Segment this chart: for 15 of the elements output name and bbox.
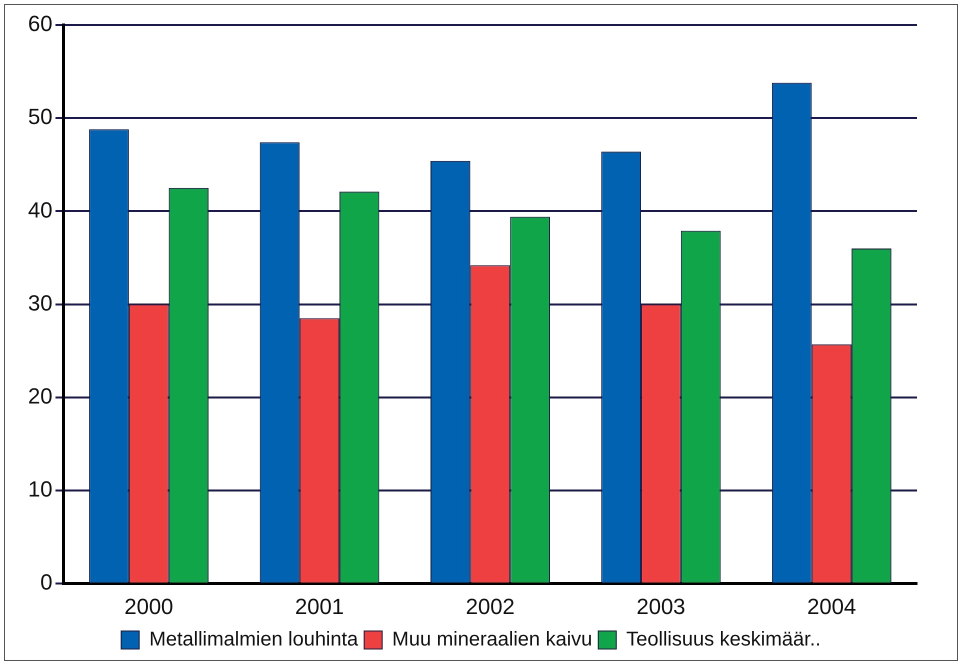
x-tick-label: 2004	[807, 594, 856, 619]
y-tick-label: 20	[28, 383, 52, 408]
x-tick-label: 2003	[636, 594, 686, 619]
x-tick-label: 2002	[466, 594, 515, 619]
y-tick-label: 10	[28, 476, 52, 502]
legend-label: Metallimalmien louhinta	[149, 628, 360, 651]
legend-label: Muu mineraalien kaivu	[392, 628, 592, 651]
y-tick-label: 30	[28, 290, 52, 316]
legend-label: Teollisuus keskimäär..	[626, 628, 821, 651]
x-tick-label: 2000	[124, 594, 174, 619]
x-tick-label: 2001	[295, 594, 344, 619]
y-tick-label: 40	[28, 197, 52, 222]
y-tick-label: 0	[40, 570, 52, 595]
y-tick-label: 50	[28, 104, 52, 130]
y-tick-label: 60	[28, 11, 52, 36]
